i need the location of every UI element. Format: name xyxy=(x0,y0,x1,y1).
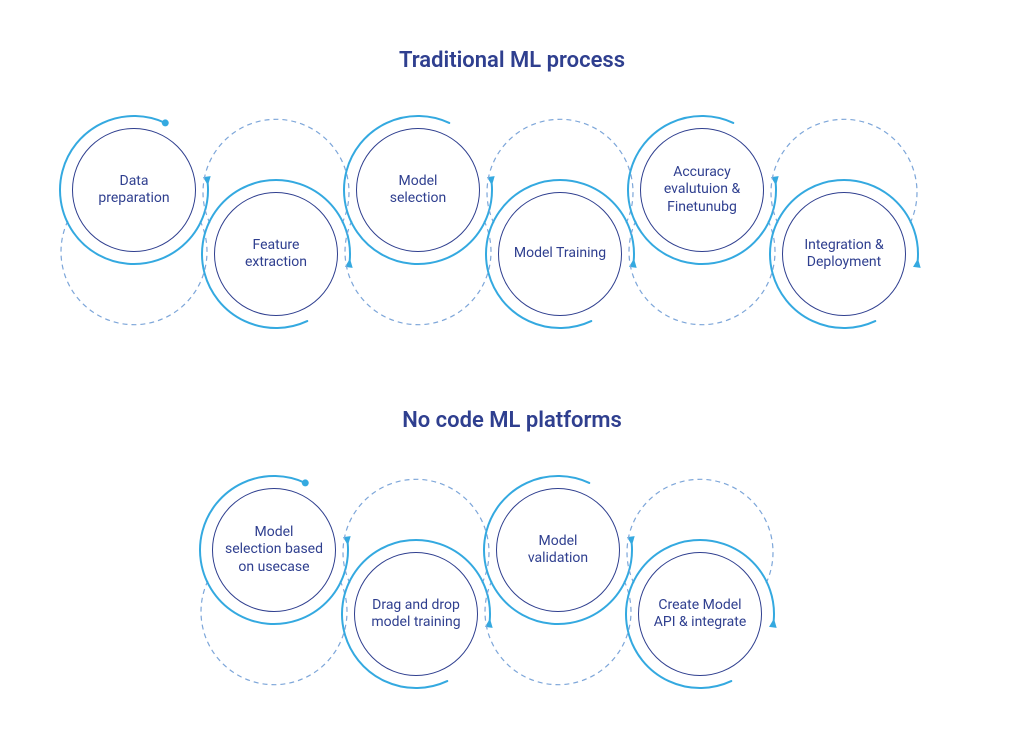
process-step: Model selection xyxy=(344,116,492,264)
process-row-traditional: Data preparation Feature extraction Model … xyxy=(60,116,918,328)
step-label: Model selection xyxy=(369,173,467,208)
process-step: Model Training xyxy=(486,180,634,328)
step-label: Data preparation xyxy=(85,173,183,208)
step-circle: Feature extraction xyxy=(214,192,338,316)
process-step: Model validation xyxy=(484,476,632,624)
step-label: Model validation xyxy=(509,533,607,568)
section-title-nocode: No code ML platforms xyxy=(402,408,622,433)
step-label: Drag and drop model training xyxy=(367,597,465,632)
step-circle: Model Training xyxy=(498,192,622,316)
process-step: Create Model API & integrate xyxy=(626,540,774,688)
step-label: Model selection based on usecase xyxy=(225,524,323,577)
step-label: Integration & Deployment xyxy=(795,237,893,272)
step-label: Accuracy evalutuion & Finetunubg xyxy=(653,164,751,217)
step-circle: Model selection xyxy=(356,128,480,252)
step-circle: Data preparation xyxy=(72,128,196,252)
section-title-traditional: Traditional ML process xyxy=(399,48,625,73)
step-label: Create Model API & integrate xyxy=(651,597,749,632)
step-circle: Integration & Deployment xyxy=(782,192,906,316)
process-step: Feature extraction xyxy=(202,180,350,328)
step-circle: Model validation xyxy=(496,488,620,612)
step-circle: Model selection based on usecase xyxy=(212,488,336,612)
process-step: Model selection based on usecase xyxy=(200,476,348,624)
step-circle: Create Model API & integrate xyxy=(638,552,762,676)
process-row-nocode: Model selection based on usecase Drag and… xyxy=(200,476,774,688)
process-step: Integration & Deployment xyxy=(770,180,918,328)
process-step: Accuracy evalutuion & Finetunubg xyxy=(628,116,776,264)
step-circle: Drag and drop model training xyxy=(354,552,478,676)
process-step: Data preparation xyxy=(60,116,208,264)
step-label: Feature extraction xyxy=(227,237,325,272)
step-label: Model Training xyxy=(514,245,606,263)
process-step: Drag and drop model training xyxy=(342,540,490,688)
step-circle: Accuracy evalutuion & Finetunubg xyxy=(640,128,764,252)
